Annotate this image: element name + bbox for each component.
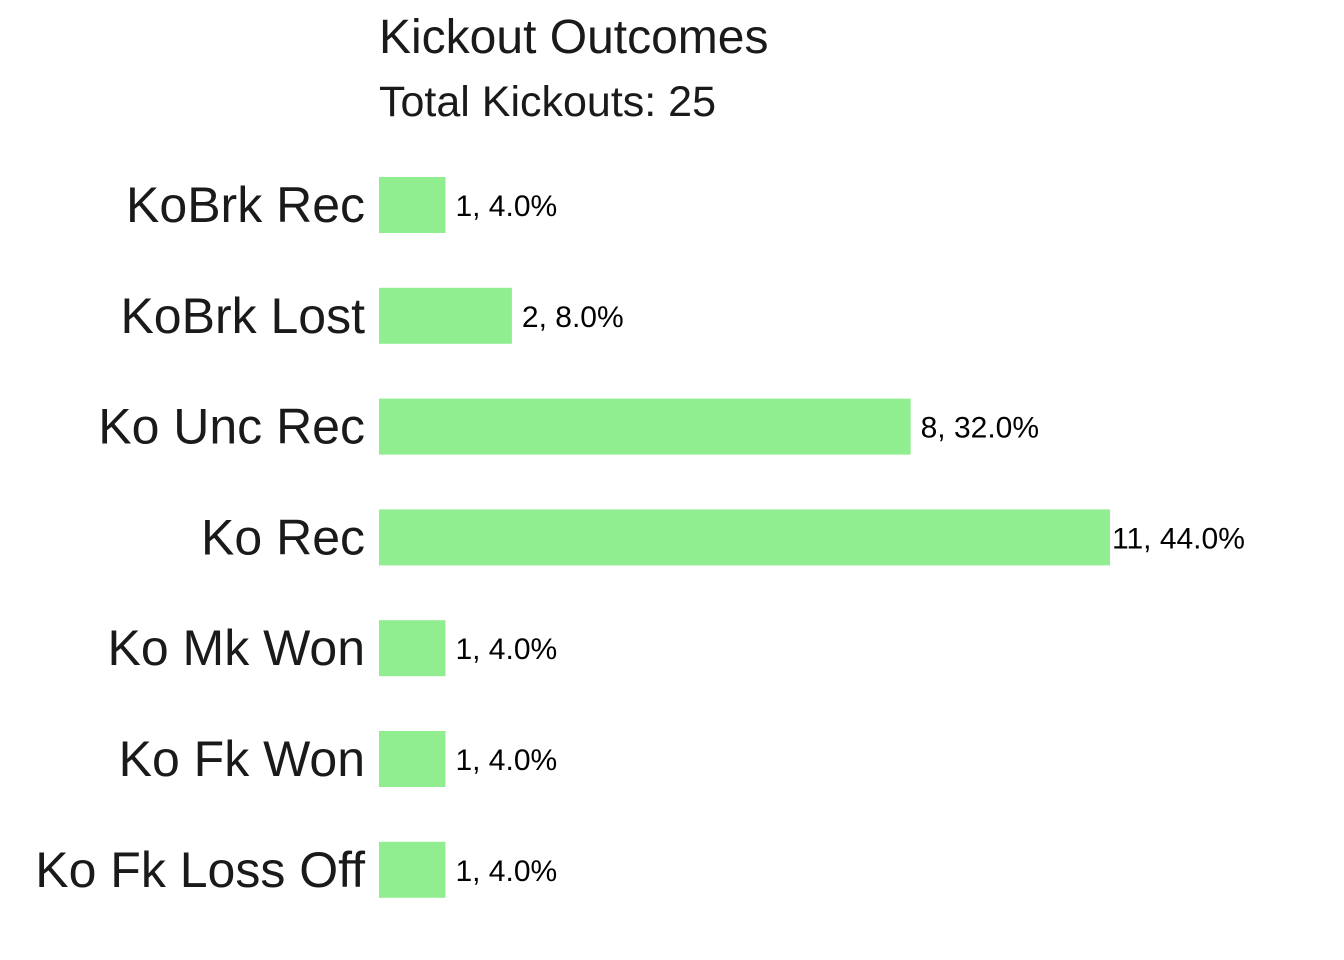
bar — [379, 620, 446, 677]
bar-data-label: 8, 32.0% — [921, 412, 1039, 445]
bar-data-label: 1, 4.0% — [455, 855, 557, 888]
category-label: Ko Rec — [201, 509, 365, 565]
category-label: KoBrk Lost — [120, 288, 365, 344]
bar — [379, 287, 512, 344]
bar-data-label: 1, 4.0% — [455, 744, 557, 777]
category-label: Ko Fk Loss Off — [35, 842, 365, 898]
bar — [379, 509, 1110, 566]
category-label: Ko Unc Rec — [98, 399, 365, 455]
chart-title: Kickout Outcomes — [379, 11, 768, 64]
bar — [379, 177, 446, 233]
category-label: Ko Mk Won — [108, 620, 366, 676]
category-label: Ko Fk Won — [119, 731, 365, 787]
bar — [379, 398, 911, 455]
bar-data-label: 2, 8.0% — [522, 301, 624, 334]
bar — [379, 841, 446, 898]
bars-group: KoBrk Rec 1, 4.0% KoBrk Lost 2, 8.0% Ko Unc … — [35, 177, 1245, 898]
category-label: KoBrk Rec — [126, 177, 365, 233]
bar-data-label: 11, 44.0% — [1112, 522, 1245, 555]
chart-subtitle: Total Kickouts: 25 — [379, 78, 716, 126]
bar-data-label: 1, 4.0% — [455, 190, 557, 223]
bar — [379, 731, 446, 787]
bar-data-label: 1, 4.0% — [455, 633, 557, 666]
